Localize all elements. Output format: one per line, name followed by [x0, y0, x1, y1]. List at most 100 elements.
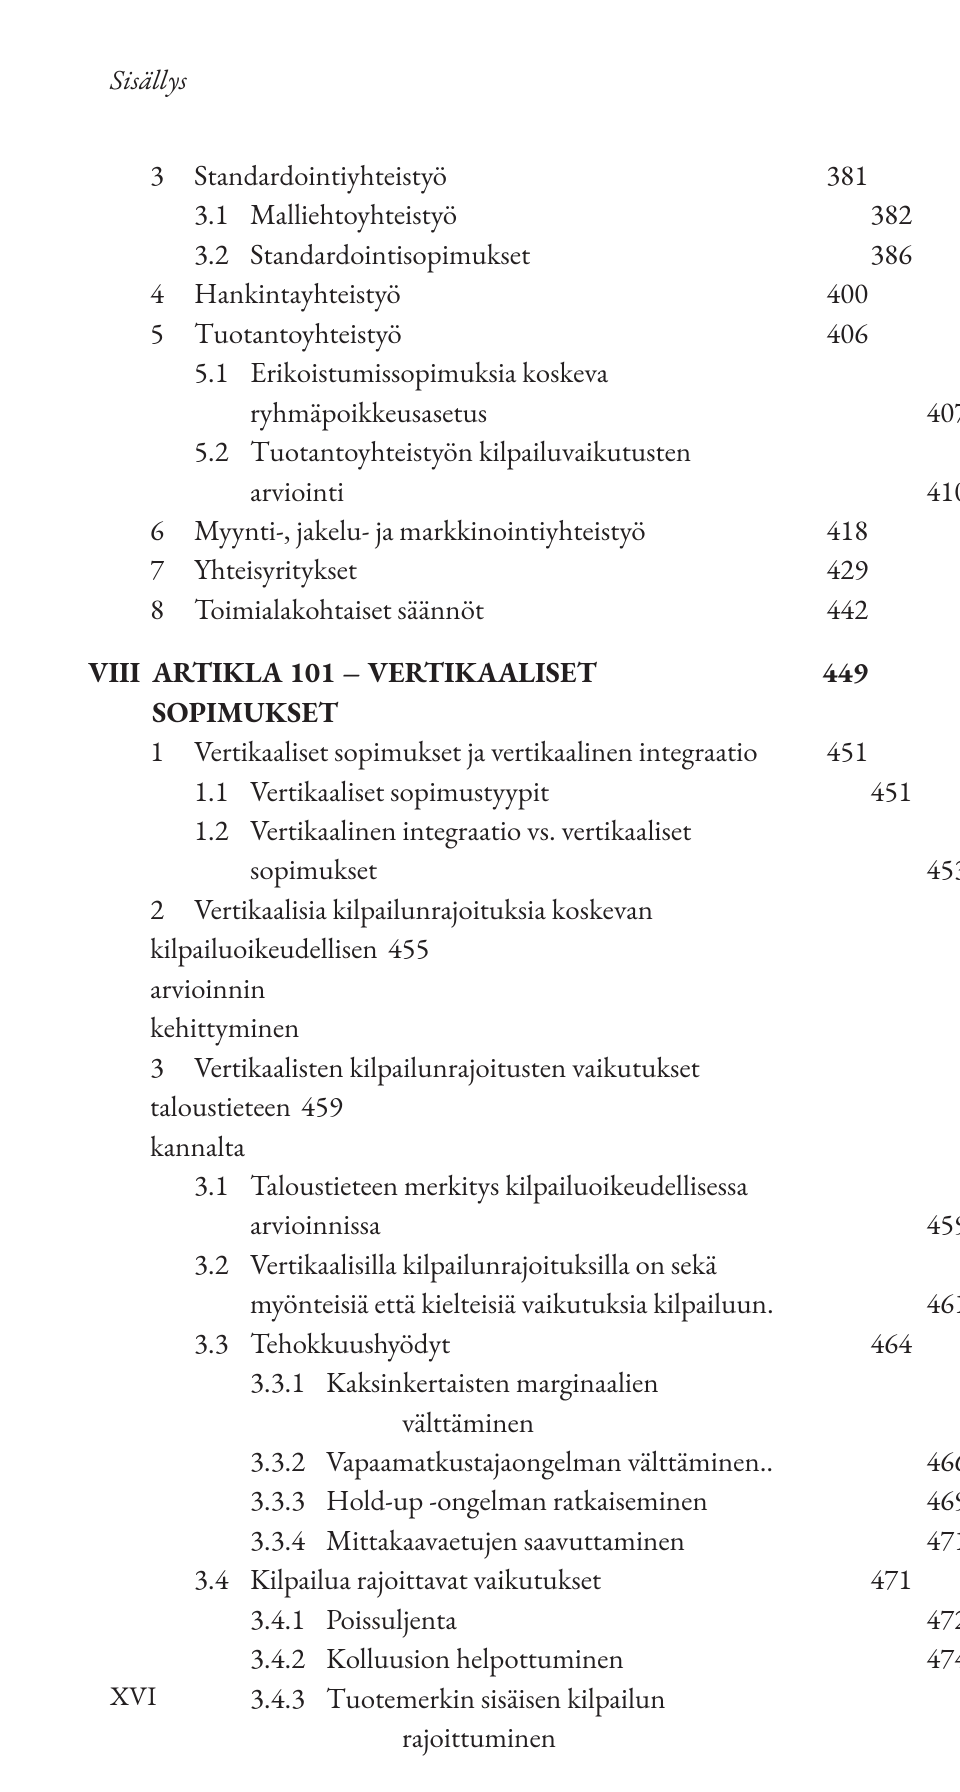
table-of-contents: 3Standardointiyhteistyö3813.1Malliehtoyh… — [150, 156, 868, 1758]
toc-entry-number: 3.3.1 — [250, 1363, 326, 1402]
toc-row: myönteisiä että kielteisiä vaikutuksia k… — [150, 1284, 960, 1323]
toc-entry-title: Vertikaalinen integraatio vs. vertikaali… — [250, 811, 691, 850]
toc-page-number: 459 — [291, 1087, 343, 1126]
toc-entry-number: 3 — [150, 156, 194, 195]
toc-entry-title: Myynti-, jakelu- ja markkinointiyhteisty… — [194, 511, 646, 550]
toc-row: arviointi 410 — [150, 472, 960, 511]
toc-page-number: 449 — [786, 653, 868, 692]
toc-entry-number: 3.4.3 — [250, 1679, 326, 1718]
toc-entry-title: arvioinnissa — [250, 1205, 381, 1244]
toc-entry-title: Tuotemerkin sisäisen kilpailun — [326, 1679, 666, 1718]
toc-page-number: 418 — [786, 511, 868, 550]
toc-entry-number: 6 — [150, 511, 194, 550]
toc-entry-title: myönteisiä että kielteisiä vaikutuksia k… — [250, 1284, 767, 1323]
toc-entry-number: 1.1 — [194, 772, 250, 811]
toc-row: 2Vertikaalisia kilpailunrajoituksia kosk… — [150, 890, 868, 929]
toc-entry-number: 3.3.3 — [250, 1481, 326, 1520]
toc-entry-number: 3.4 — [194, 1560, 250, 1599]
toc-entry-title: Tehokkuushyödyt — [250, 1324, 450, 1363]
toc-entry-number: 3.3.4 — [250, 1521, 326, 1560]
toc-entry-number: 5.1 — [194, 353, 250, 392]
toc-entry-title: Erikoistumissopimuksia koskeva — [250, 353, 608, 392]
toc-row: 7Yhteisyritykset429 — [150, 550, 868, 589]
toc-row: arvioinnissa 459 — [150, 1205, 960, 1244]
toc-entry-title: Poissuljenta — [326, 1600, 457, 1639]
toc-entry-title: Malliehtoyhteistyö — [250, 195, 457, 234]
toc-row: 4Hankintayhteistyö400 — [150, 274, 868, 313]
toc-row: 3.1Malliehtoyhteistyö 382 — [150, 195, 912, 234]
page-number: XVI — [110, 1679, 156, 1714]
toc-entry-number: 3.4.2 — [250, 1639, 326, 1678]
toc-entry-number: 5 — [150, 314, 194, 353]
toc-page-number: 451 — [830, 772, 912, 811]
toc-entry-title: Standardointisopimukset — [250, 235, 530, 274]
toc-entry-title: rajoittuminen — [402, 1718, 556, 1757]
toc-entry-title: Vertikaalisten kilpailunrajoitusten vaik… — [194, 1048, 700, 1087]
toc-entry-title: Tuotantoyhteistyö — [194, 314, 402, 353]
toc-separator: .. — [760, 1442, 773, 1481]
toc-entry-number: 1 — [150, 732, 194, 771]
toc-row: 3.3.1Kaksinkertaisten marginaalien — [150, 1363, 960, 1402]
toc-entry-title: arviointi — [250, 472, 344, 511]
toc-entry-number: 3.1 — [194, 1166, 250, 1205]
toc-entry-number: 2 — [150, 890, 194, 929]
toc-entry-title: Kolluusion helpottuminen — [326, 1639, 624, 1678]
toc-page-number: 400 — [786, 274, 868, 313]
toc-page-number: 459 — [886, 1205, 960, 1244]
toc-row: 3.3.4Mittakaavaetujen saavuttaminen471 — [150, 1521, 960, 1560]
toc-page-number: 474 — [886, 1639, 960, 1678]
toc-entry-title: Taloustieteen merkitys kilpailuoikeudell… — [250, 1166, 748, 1205]
toc-page-number: 455 — [378, 929, 430, 968]
toc-entry-title: Tuotantoyhteistyön kilpailuvaikutusten — [250, 432, 691, 471]
running-head: Sisällys — [110, 62, 868, 98]
toc-entry-number: 3.2 — [194, 235, 250, 274]
toc-row: 6Myynti-, jakelu- ja markkinointiyhteist… — [150, 511, 868, 550]
toc-row: 8Toimialakohtaiset säännöt442 — [150, 590, 868, 629]
toc-entry-number: 3 — [150, 1048, 194, 1087]
toc-page-number: 461 — [886, 1284, 960, 1323]
toc-entry-title: ryhmäpoikkeusasetus — [250, 393, 487, 432]
toc-page-number: 382 — [830, 195, 912, 234]
toc-row: 5Tuotantoyhteistyö 406 — [150, 314, 868, 353]
toc-page-number: 386 — [830, 235, 912, 274]
toc-entry-title: sopimukset — [250, 850, 377, 889]
toc-page-number: 406 — [786, 314, 868, 353]
toc-entry-title: Hold-up -ongelman ratkaiseminen — [326, 1481, 708, 1520]
toc-page-number: 442 — [786, 590, 868, 629]
toc-entry-title: välttäminen — [402, 1403, 534, 1442]
toc-row: 3.4Kilpailua rajoittavat vaikutukset471 — [150, 1560, 912, 1599]
toc-row: 3.3.2Vapaamatkustajaongelman välttäminen… — [150, 1442, 960, 1481]
toc-row: 1.1Vertikaaliset sopimustyypit451 — [150, 772, 912, 811]
toc-chapter-number: VIII — [88, 653, 140, 692]
toc-page-number: 451 — [786, 732, 868, 771]
toc-page-number: 453 — [886, 850, 960, 889]
toc-row: 1Vertikaaliset sopimukset ja vertikaalin… — [150, 732, 868, 771]
toc-row: 3.4.3Tuotemerkin sisäisen kilpailun — [150, 1679, 960, 1718]
page: Sisällys 3Standardointiyhteistyö3813.1Ma… — [0, 0, 960, 1792]
toc-row: 3.4.2Kolluusion helpottuminen 474 — [150, 1639, 960, 1678]
toc-page-number: 472 — [886, 1600, 960, 1639]
toc-row: 3.3Tehokkuushyödyt464 — [150, 1324, 912, 1363]
toc-entry-title: Standardointiyhteistyö — [194, 156, 447, 195]
toc-row: 3.4.1Poissuljenta472 — [150, 1600, 960, 1639]
toc-entry-number: 3.1 — [194, 195, 250, 234]
toc-entry-title: Kaksinkertaisten marginaalien — [326, 1363, 659, 1402]
toc-page-number: 429 — [786, 550, 868, 589]
toc-page-number: 410 — [886, 472, 960, 511]
toc-entry-title: Vertikaalisilla kilpailunrajoituksilla o… — [250, 1245, 717, 1284]
toc-entry-number: 5.2 — [194, 432, 250, 471]
toc-page-number: 471 — [830, 1560, 912, 1599]
toc-entry-title: Vapaamatkustajaongelman välttäminen — [326, 1442, 760, 1481]
toc-row: välttäminen465 — [150, 1403, 960, 1442]
toc-entry-title: Vertikaalisia kilpailunrajoituksia koske… — [194, 890, 653, 929]
toc-row: rajoittuminen475 — [150, 1718, 960, 1757]
toc-page-number: 407 — [886, 393, 960, 432]
toc-entry-title: Mittakaavaetujen saavuttaminen — [326, 1521, 685, 1560]
toc-page-number: 381 — [786, 156, 868, 195]
toc-row: ryhmäpoikkeusasetus 407 — [150, 393, 960, 432]
toc-entry-number: 1.2 — [194, 811, 250, 850]
toc-row: VIIIARTIKLA 101 – VERTIKAALISET SOPIMUKS… — [150, 653, 868, 732]
toc-entry-number: 4 — [150, 274, 194, 313]
toc-row: sopimukset 453 — [150, 850, 960, 889]
toc-row: 3Standardointiyhteistyö 381 — [150, 156, 868, 195]
